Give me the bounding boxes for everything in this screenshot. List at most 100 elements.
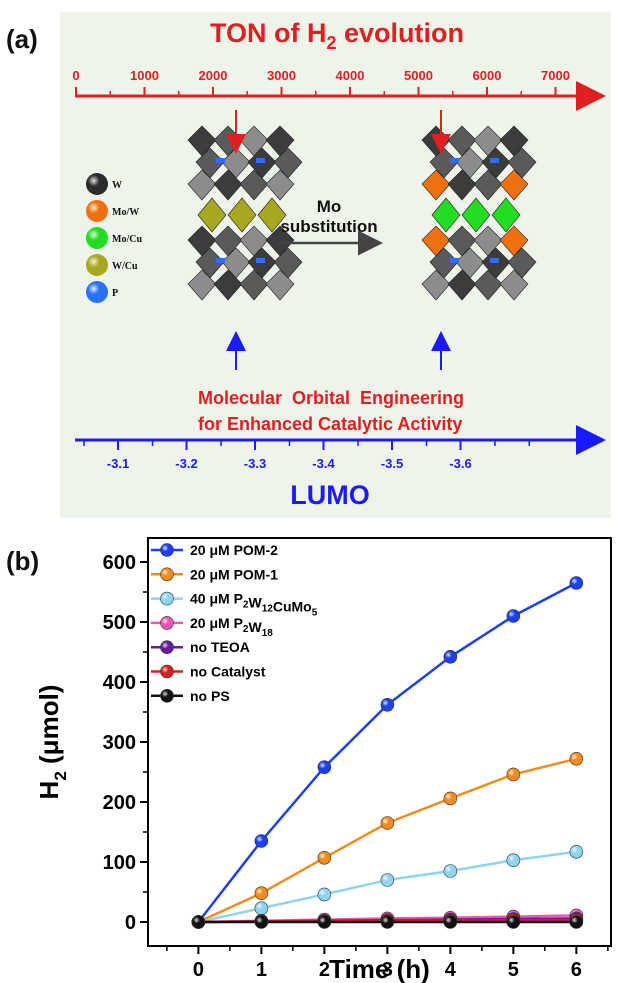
legend-marker-highlight: [160, 616, 174, 630]
data-point-highlight: [569, 752, 583, 766]
ton-axis-title-sub: 2: [327, 33, 337, 53]
ton-tick-label: 3000: [267, 68, 296, 83]
y-tick-label: 0: [125, 912, 136, 934]
y-axis-label-main: H: [34, 781, 64, 800]
x-tick-label: 3: [382, 959, 393, 981]
belt-octahedron: [491, 197, 521, 233]
x-tick-label: 4: [445, 959, 457, 981]
data-point-highlight: [317, 760, 331, 774]
ton-tick-label: 0: [72, 68, 79, 83]
data-point-highlight: [506, 767, 520, 781]
caption-line2: for Enhanced Catalytic Activity: [198, 414, 462, 434]
x-tick-label: 1: [256, 959, 267, 981]
data-point-highlight: [380, 915, 394, 929]
data-point-highlight: [317, 915, 331, 929]
x-tick-label: 5: [508, 959, 519, 981]
octahedron: [265, 169, 295, 201]
lumo-tick-label: -3.1: [107, 456, 129, 471]
data-point-highlight: [569, 915, 583, 929]
data-point-highlight: [380, 698, 394, 712]
legend-label: 20 μM P2W18: [190, 615, 273, 639]
ton-tick-label: 5000: [404, 68, 433, 83]
octahedron: [499, 125, 529, 157]
x-tick-label: 0: [193, 959, 204, 981]
pom-structure-right: [421, 125, 537, 301]
data-point-highlight: [191, 915, 205, 929]
ton-axis-title: TON of H2 evolution: [210, 18, 464, 53]
atom-legend-label: Mo/Cu: [112, 234, 142, 245]
legend-marker-highlight: [160, 665, 174, 678]
belt-octahedron: [431, 197, 461, 233]
substitution-label-line2: substitution: [280, 217, 377, 236]
lumo-tick-label: -3.4: [312, 456, 335, 471]
y-tick-label: 100: [103, 852, 136, 874]
lumo-axis-ticks: -3.1 -3.2 -3.3 -3.4 -3.5 -3.6: [83, 440, 530, 471]
substitution-label-line1: Mo: [317, 197, 342, 216]
atom-legend: W Mo/W Mo/Cu W/Cu P: [86, 173, 142, 303]
data-point-highlight: [506, 915, 520, 929]
legend-marker-highlight: [160, 689, 174, 703]
phosphorus-site: [256, 158, 265, 163]
data-point-highlight: [380, 816, 394, 830]
data-point-highlight: [506, 853, 520, 867]
data-point-highlight: [443, 864, 457, 878]
phosphorus-site: [216, 258, 225, 263]
x-axis-label: Time (h): [329, 954, 430, 983]
data-point-highlight: [569, 845, 583, 859]
data-point-highlight: [506, 609, 520, 623]
atom-legend-ball-highlight: [86, 200, 108, 222]
data-point-highlight: [254, 886, 268, 900]
data-point-highlight: [443, 650, 457, 664]
octahedron: [265, 125, 295, 157]
data-point-highlight: [317, 851, 331, 865]
y-axis-label: H2 (μmol): [34, 685, 70, 800]
lumo-tick-label: -3.2: [175, 456, 197, 471]
x-tick-label: 6: [571, 959, 582, 981]
octahedron: [507, 247, 537, 279]
octahedron: [499, 225, 529, 257]
octahedron: [265, 269, 295, 301]
belt-octahedron: [227, 197, 257, 233]
data-point-highlight: [569, 576, 583, 590]
octahedron: [273, 147, 303, 179]
lumo-tick-label: -3.3: [244, 456, 266, 471]
phosphorus-site: [450, 158, 459, 163]
belt-octahedron: [257, 197, 287, 233]
phosphorus-site: [256, 258, 265, 263]
ton-tick-label: 6000: [473, 68, 502, 83]
ton-axis-title-main: TON of H: [210, 18, 327, 48]
legend-marker-highlight: [160, 567, 174, 581]
data-point-highlight: [317, 887, 331, 901]
lumo-tick-label: -3.6: [449, 456, 471, 471]
octahedron: [273, 247, 303, 279]
legend-label: no TEOA: [190, 639, 250, 655]
y-tick-label: 400: [103, 672, 136, 694]
phosphorus-site: [490, 158, 499, 163]
atom-legend-ball-highlight: [86, 173, 108, 195]
atom-legend-ball-highlight: [86, 281, 108, 303]
ton-tick-label: 1000: [130, 68, 159, 83]
panel-b-label: (b): [6, 546, 39, 576]
octahedron: [265, 225, 295, 257]
caption-line1: Molecular Orbital Engineering: [198, 388, 464, 408]
phosphorus-site: [450, 258, 459, 263]
belt-octahedron: [461, 197, 491, 233]
legend-marker-highlight: [160, 640, 174, 654]
belt-octahedron: [197, 197, 227, 233]
atom-legend-ball-highlight: [86, 254, 108, 276]
legend-marker-highlight: [160, 543, 174, 557]
octahedron: [499, 169, 529, 201]
legend-label: 20 μM POM-1: [190, 566, 278, 582]
ton-axis-title-tail: evolution: [337, 18, 465, 48]
y-axis-label-tail: (μmol): [34, 685, 64, 772]
atom-legend-ball-highlight: [86, 227, 108, 249]
y-tick-label: 600: [103, 552, 136, 574]
data-point-highlight: [254, 834, 268, 848]
legend-label: 20 μM POM-2: [190, 542, 278, 558]
phosphorus-site: [216, 158, 225, 163]
data-point-highlight: [443, 791, 457, 805]
y-axis-label-sub: 2: [51, 771, 70, 780]
atom-legend-label: P: [112, 288, 118, 299]
legend-marker-highlight: [160, 592, 174, 606]
